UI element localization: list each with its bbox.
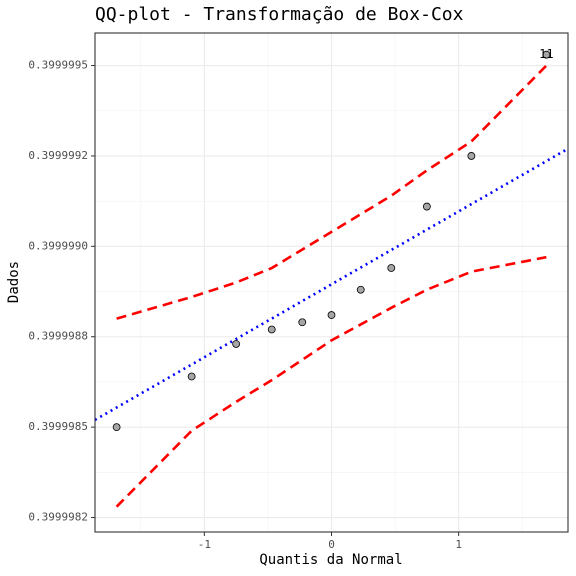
y-tick-label: 0.3999988 <box>28 330 88 343</box>
y-tick-label: 0.3999992 <box>28 149 88 162</box>
y-tick-label: 0.3999985 <box>28 420 88 433</box>
x-tick-label: 0 <box>328 538 335 551</box>
data-point <box>298 318 307 327</box>
lower-confidence-band <box>115 255 547 508</box>
panel-border <box>94 32 569 533</box>
point-annotation: 11 <box>539 47 553 61</box>
data-point <box>327 311 336 319</box>
data-point <box>387 264 396 272</box>
x-axis-label: Quantis da Normal <box>259 552 402 568</box>
x-tick-label: 1 <box>455 538 462 551</box>
x-tick-label: -1 <box>198 538 211 551</box>
data-point <box>112 423 121 432</box>
upper-confidence-band <box>116 64 548 320</box>
y-tick-label: 0.3999995 <box>28 59 88 72</box>
data-point <box>187 372 196 381</box>
data-point <box>422 202 431 211</box>
reference-line <box>95 147 568 422</box>
data-point <box>232 340 241 348</box>
data-point <box>267 325 276 334</box>
data-point <box>542 50 551 59</box>
y-tick-label: 0.3999990 <box>28 239 88 252</box>
chart-title: QQ-plot - Transformação de Box-Cox <box>95 4 464 25</box>
y-axis-label: Dados <box>6 261 22 303</box>
data-point <box>467 152 476 160</box>
data-point <box>356 285 365 294</box>
y-tick-label: 0.3999982 <box>28 511 88 524</box>
